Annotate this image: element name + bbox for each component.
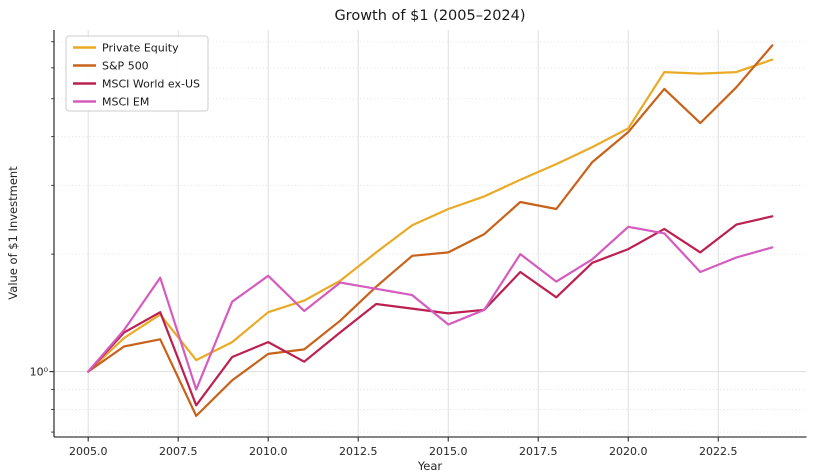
x-tick-label: 2012.5: [339, 445, 378, 458]
tick-labels: 2005.0 2007.5 2010.0 2012.5 2015.0 2017.5 2020…: [69, 445, 738, 458]
legend-label-private-equity: Private Equity: [102, 41, 179, 54]
legend-label-msci-em: MSCI EM: [102, 95, 149, 108]
legend-label-s-p-500: S&P 500: [102, 59, 149, 72]
axes: [49, 30, 807, 442]
x-axis-label: Year: [417, 459, 443, 473]
y-axis-label: Value of $1 Investment: [6, 166, 20, 300]
series-line-private-equity: [87, 58, 774, 373]
x-tick-label: 2022.5: [699, 445, 738, 458]
series-lines: [87, 44, 774, 417]
series-line-s-p-500: [87, 44, 774, 417]
legend-item-msci-em: MSCI EM: [73, 95, 149, 108]
legend-item-s-p-500: S&P 500: [73, 59, 149, 72]
chart-title: Growth of $1 (2005–2024): [334, 8, 525, 24]
x-tick-label: 2007.5: [159, 445, 198, 458]
legend-box: [65, 35, 209, 112]
legend-label-msci-world-ex-us: MSCI World ex-US: [102, 77, 200, 90]
x-tick-label: 2005.0: [69, 445, 108, 458]
series-line-msci-em: [87, 225, 774, 391]
gridlines: [54, 30, 807, 437]
y-tick-label: 10⁰: [30, 366, 49, 379]
x-tick-label: 2020.0: [609, 445, 648, 458]
x-tick-label: 2015.0: [429, 445, 468, 458]
x-tick-label: 2017.5: [519, 445, 558, 458]
legend: Private Equity S&P 500 MSCI World ex-US MSC…: [65, 35, 209, 112]
legend-item-private-equity: Private Equity: [73, 41, 179, 54]
legend-item-msci-world-ex-us: MSCI World ex-US: [73, 77, 200, 90]
x-tick-label: 2010.0: [249, 445, 288, 458]
